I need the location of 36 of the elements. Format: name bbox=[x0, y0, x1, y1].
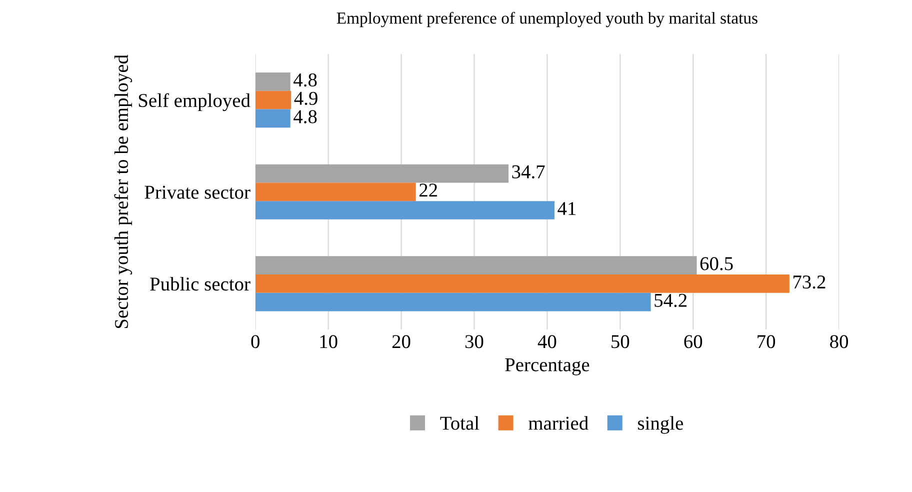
bar bbox=[255, 164, 509, 183]
legend-label: Total bbox=[440, 416, 480, 430]
y-tick-label: Self employed bbox=[138, 93, 250, 112]
data-label: 4.8 bbox=[294, 73, 317, 87]
x-tick-label: 70 bbox=[758, 335, 776, 348]
x-tick-label: 50 bbox=[612, 335, 630, 348]
data-label: 41 bbox=[558, 202, 576, 215]
y-tick-label: Private sector bbox=[144, 186, 250, 199]
x-tick-label: 20 bbox=[392, 335, 410, 348]
x-tick-label: 0 bbox=[251, 335, 260, 348]
legend-label: married bbox=[528, 416, 588, 430]
bar bbox=[255, 274, 790, 293]
data-label: 22 bbox=[420, 184, 438, 197]
bar bbox=[255, 72, 290, 91]
x-tick-label: 10 bbox=[320, 335, 338, 348]
y-tick-label: Public sector bbox=[150, 276, 250, 291]
data-label: 73.2 bbox=[793, 276, 826, 289]
bar bbox=[255, 256, 697, 275]
bar bbox=[255, 201, 554, 220]
bar bbox=[255, 109, 290, 128]
bar bbox=[255, 90, 292, 110]
x-tick-label: 40 bbox=[538, 335, 556, 348]
bar bbox=[255, 182, 416, 202]
x-tick-label: 60 bbox=[684, 335, 702, 348]
data-label: 54.2 bbox=[654, 294, 687, 308]
data-label: 34.7 bbox=[512, 165, 545, 178]
x-tick-label: 30 bbox=[465, 335, 484, 348]
x-axis-title: Percentage bbox=[505, 358, 590, 376]
data-label: 4.8 bbox=[294, 110, 317, 124]
data-label: 60.5 bbox=[700, 257, 733, 270]
x-tick-label: 80 bbox=[830, 335, 848, 348]
legend-label: single bbox=[638, 416, 684, 434]
bar bbox=[255, 292, 651, 312]
chart-title: Employment preference of unemployed youth by marital status bbox=[336, 12, 758, 28]
y-axis-title: Sector youth prefer to be employed bbox=[114, 54, 132, 328]
data-label: 4.9 bbox=[294, 92, 318, 105]
